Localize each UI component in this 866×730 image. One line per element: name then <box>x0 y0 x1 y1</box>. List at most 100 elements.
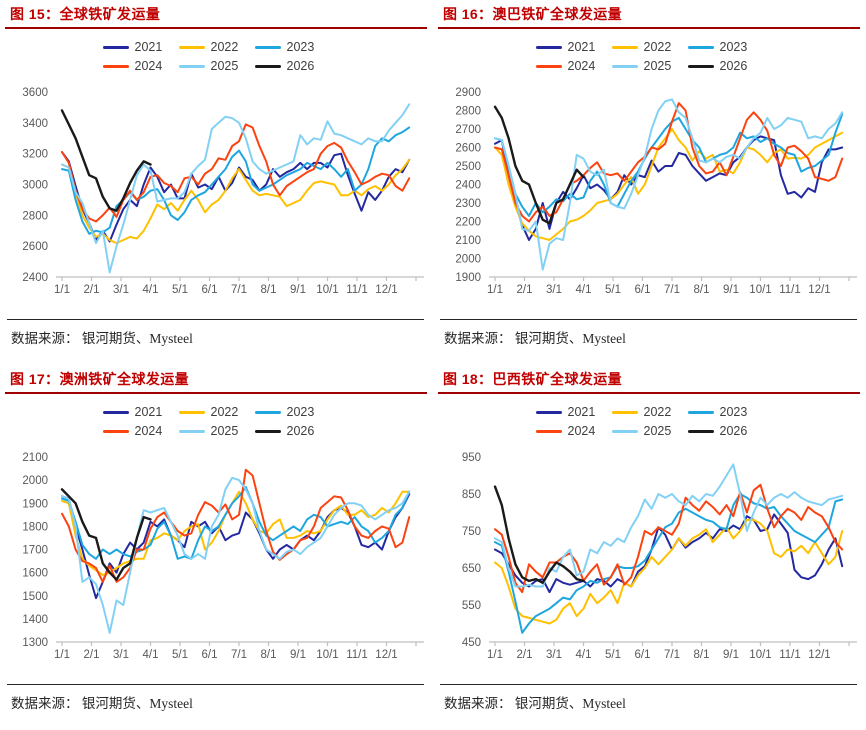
legend-label: 2023 <box>286 405 315 419</box>
legend-label: 2021 <box>567 40 596 54</box>
source-divider <box>440 319 857 320</box>
legend-label: 2026 <box>719 59 748 73</box>
legend-item-2022: 2022 <box>611 405 688 419</box>
series-line-2022 <box>61 158 411 245</box>
figure-title: 图 16：澳巴铁矿全球发运量 <box>443 6 623 22</box>
legend-label: 2024 <box>134 59 163 73</box>
figure-panel-18: 图 18：巴西铁矿全球发运量 2021 2022 2023 2024 2025 2026 … <box>433 365 866 730</box>
legend-label: 2023 <box>719 405 748 419</box>
legend-line-swatch <box>102 64 129 68</box>
legend-label: 2023 <box>286 40 315 54</box>
legend-row: 2021 2022 2023 <box>535 40 764 54</box>
y-tick-label: 2800 <box>455 106 481 118</box>
y-tick-label: 3400 <box>22 118 48 130</box>
x-tick-label: 12/1 <box>808 284 830 296</box>
legend-label: 2024 <box>567 59 596 73</box>
y-tick-label: 2900 <box>455 87 481 99</box>
y-tick-label: 1700 <box>22 545 48 557</box>
line-chart: 1900 2000 2100 2200 2300 2400 2500 2600 2700 2800… <box>455 87 857 296</box>
legend-row: 2021 2022 2023 <box>535 405 764 419</box>
legend-item-2023: 2023 <box>687 405 764 419</box>
y-tick-label: 3200 <box>22 149 48 161</box>
legend-label: 2022 <box>643 405 672 419</box>
x-tick-label: 2/1 <box>84 649 100 661</box>
y-tick-label: 1900 <box>455 272 481 284</box>
source-note: 数据来源： 银河期货、Mysteel <box>444 331 626 346</box>
x-tick-label: 5/1 <box>172 284 188 296</box>
x-tick-label: 7/1 <box>231 649 247 661</box>
x-tick-label: 9/1 <box>290 284 306 296</box>
y-tick-label: 2200 <box>455 217 481 229</box>
chart-legend: 2021 2022 2023 2024 2025 2026 <box>0 405 433 438</box>
legend-item-2026: 2026 <box>687 59 764 73</box>
legend-item-2021: 2021 <box>535 405 612 419</box>
legend-item-2021: 2021 <box>102 40 179 54</box>
y-tick-label: 1400 <box>22 614 48 626</box>
y-tick-label: 550 <box>462 600 481 612</box>
legend-item-2024: 2024 <box>102 424 179 438</box>
legend-row: 2024 2025 2026 <box>535 59 764 73</box>
series-line-2024 <box>494 483 844 594</box>
legend-label: 2022 <box>210 40 239 54</box>
figure-panel-15: 图 15：全球铁矿发运量 2021 2022 2023 2024 2025 2026 24… <box>0 0 433 365</box>
y-tick-label: 1600 <box>22 568 48 580</box>
legend-item-2025: 2025 <box>611 424 688 438</box>
x-tick-label: 10/1 <box>749 649 771 661</box>
legend-item-2025: 2025 <box>178 59 255 73</box>
x-tick-label: 5/1 <box>605 284 621 296</box>
legend-label: 2022 <box>643 40 672 54</box>
series-line-2026 <box>60 488 152 581</box>
legend-row: 2024 2025 2026 <box>535 424 764 438</box>
y-tick-label: 3000 <box>22 180 48 192</box>
legend-item-2026: 2026 <box>687 424 764 438</box>
series-line-2021 <box>494 135 844 241</box>
legend-line-swatch <box>178 45 205 49</box>
series-line-2025 <box>494 463 844 588</box>
x-tick-label: 11/1 <box>346 284 368 296</box>
x-tick-label: 9/1 <box>290 649 306 661</box>
legend-line-swatch <box>535 429 562 433</box>
legend-line-swatch <box>535 410 562 414</box>
x-tick-label: 7/1 <box>664 284 680 296</box>
y-tick-label: 850 <box>462 489 481 501</box>
x-tick-label: 4/1 <box>576 284 592 296</box>
legend-item-2023: 2023 <box>687 40 764 54</box>
series-line-2026 <box>493 485 585 585</box>
series-line-2025 <box>61 103 411 274</box>
y-tick-label: 450 <box>462 637 481 649</box>
legend-item-2022: 2022 <box>611 40 688 54</box>
legend-label: 2026 <box>286 424 315 438</box>
legend-item-2026: 2026 <box>254 59 331 73</box>
legend-item-2022: 2022 <box>178 405 255 419</box>
source-note: 数据来源： 银河期货、Mysteel <box>11 331 193 346</box>
y-tick-label: 750 <box>462 526 481 538</box>
x-tick-label: 12/1 <box>808 649 830 661</box>
legend-item-2021: 2021 <box>102 405 179 419</box>
x-tick-label: 8/1 <box>694 649 710 661</box>
legend-line-swatch <box>535 45 562 49</box>
x-tick-label: 4/1 <box>143 649 159 661</box>
legend-item-2025: 2025 <box>611 59 688 73</box>
y-tick-label: 2300 <box>455 198 481 210</box>
series-line-2026 <box>493 105 585 225</box>
series-line-2021 <box>494 513 844 594</box>
legend-item-2025: 2025 <box>178 424 255 438</box>
title-underline <box>438 392 860 394</box>
y-tick-label: 1500 <box>22 591 48 603</box>
x-tick-label: 12/1 <box>375 284 397 296</box>
x-tick-label: 10/1 <box>316 649 338 661</box>
x-tick-label: 6/1 <box>202 649 218 661</box>
legend-label: 2025 <box>643 59 672 73</box>
legend-label: 2025 <box>210 59 239 73</box>
legend-line-swatch <box>687 64 714 68</box>
x-tick-label: 2/1 <box>84 284 100 296</box>
x-tick-label: 9/1 <box>723 649 739 661</box>
title-underline <box>5 27 427 29</box>
x-tick-label: 7/1 <box>664 649 680 661</box>
y-tick-label: 2400 <box>455 180 481 192</box>
x-tick-label: 6/1 <box>635 284 651 296</box>
y-tick-label: 3600 <box>22 87 48 99</box>
legend-label: 2026 <box>286 59 315 73</box>
legend-row: 2021 2022 2023 <box>102 405 331 419</box>
x-tick-label: 7/1 <box>231 284 247 296</box>
